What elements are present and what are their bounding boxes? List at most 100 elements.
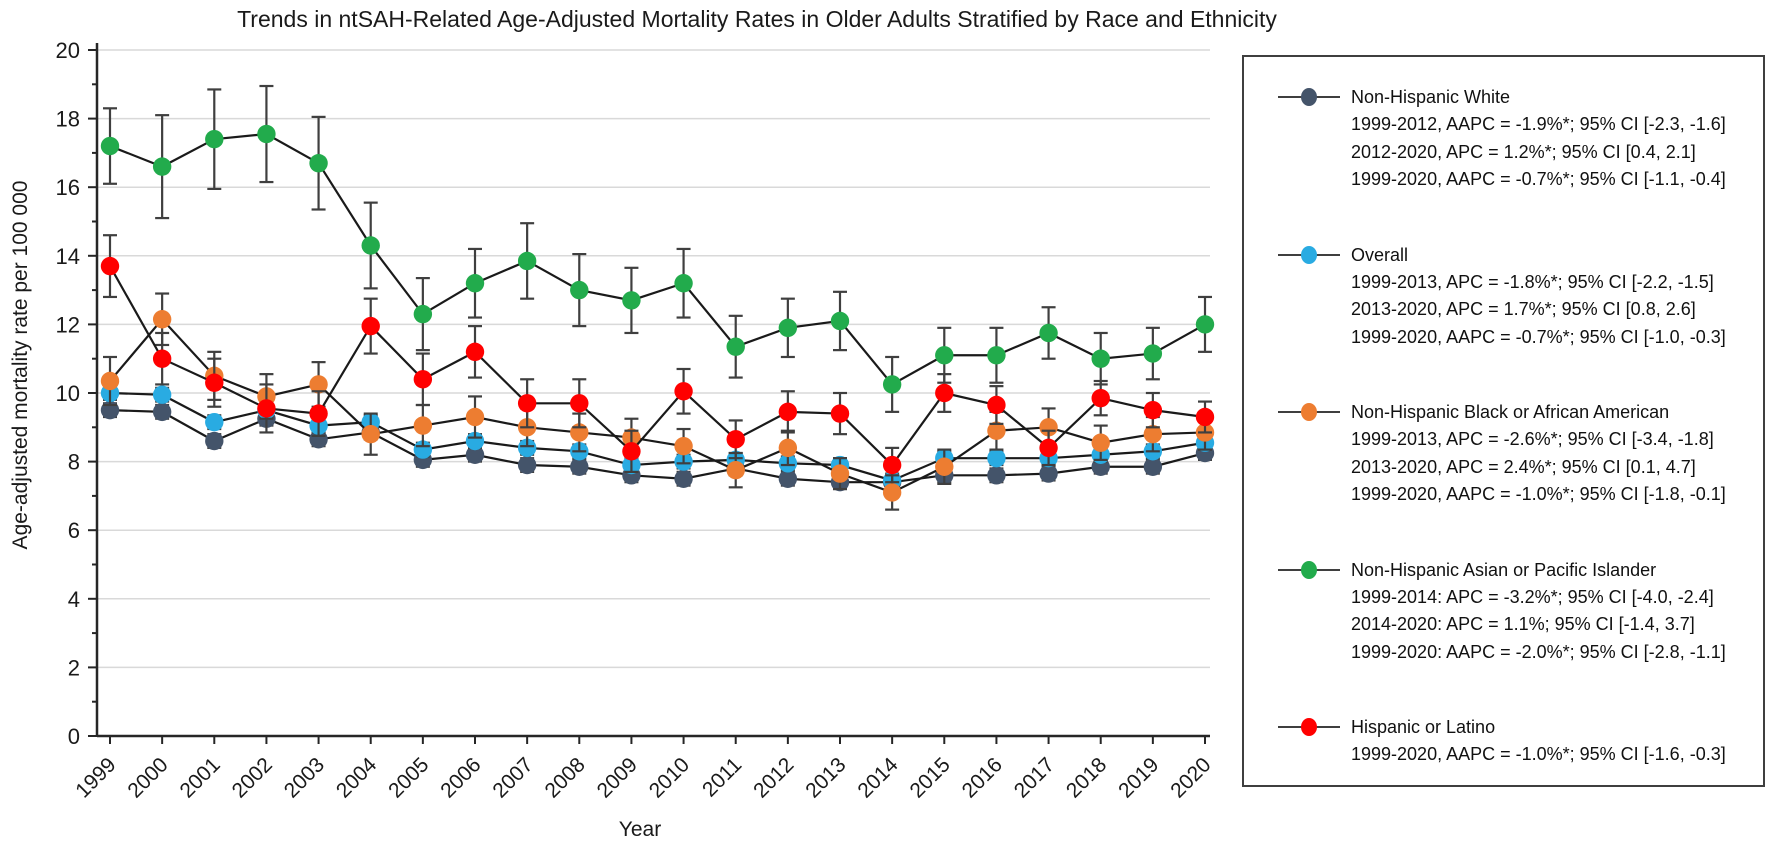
axes: [95, 43, 1210, 738]
data-point-non-hispanic-asian-or-pacific-islander: [100, 136, 120, 156]
data-point-non-hispanic-white: [674, 469, 693, 488]
data-point-non-hispanic-asian-or-pacific-islander: [935, 346, 954, 365]
legend-marker-icon: [1278, 403, 1340, 421]
data-point-non-hispanic-asian-or-pacific-islander: [152, 157, 172, 176]
legend-series-stats: 1999-2013, APC = -1.8%*; 95% CI [-2.2, -…: [1351, 269, 1753, 352]
data-point-non-hispanic-asian-or-pacific-islander: [1143, 344, 1163, 363]
legend-stat-line: 2013-2020, APC = 1.7%*; 95% CI [0.8, 2.6…: [1351, 299, 1696, 319]
legend-series-name: Non-Hispanic Asian or Pacific Islander: [1351, 559, 1657, 580]
data-point-non-hispanic-black-or-african-american: [987, 421, 1006, 440]
data-point-non-hispanic-asian-or-pacific-islander: [205, 129, 224, 149]
data-point-non-hispanic-black-or-african-american: [1091, 433, 1110, 452]
data-point-non-hispanic-asian-or-pacific-islander: [622, 291, 641, 310]
data-point-hispanic-or-latino: [1195, 407, 1215, 427]
x-tick-label: 2006: [436, 753, 485, 802]
legend-series-name: Hispanic or Latino: [1351, 717, 1496, 737]
legend-stat-line: 1999-2014: APC = -3.2%*; 95% CI [-4.0, -…: [1351, 586, 1714, 607]
x-tick-label: 2016: [958, 753, 1007, 802]
data-point-hispanic-or-latino: [1091, 388, 1110, 408]
data-point-hispanic-or-latino: [1143, 400, 1163, 420]
data-point-non-hispanic-black-or-african-american: [361, 424, 380, 444]
x-tick-label: 2000: [123, 753, 172, 802]
data-point-non-hispanic-white: [778, 469, 798, 488]
y-tick-label: 14: [56, 244, 80, 269]
data-point-non-hispanic-asian-or-pacific-islander: [309, 153, 328, 173]
legend-stat-line: 1999-2012, AAPC = -1.9%*; 95% CI [-2.3, …: [1351, 114, 1726, 134]
data-point-hispanic-or-latino: [778, 402, 798, 422]
data-point-hispanic-or-latino: [987, 395, 1006, 415]
data-point-hispanic-or-latino: [309, 404, 328, 423]
y-tick-label: 16: [56, 175, 80, 200]
data-point-hispanic-or-latino: [674, 382, 693, 401]
data-point-non-hispanic-asian-or-pacific-islander: [1195, 315, 1215, 334]
data-point-non-hispanic-white: [517, 455, 537, 475]
legend-stat-line: 1999-2020: AAPC = -2.0%*; 95% CI [-2.8, …: [1351, 641, 1726, 662]
x-tick-label: 1999: [71, 753, 120, 802]
data-point-hispanic-or-latino: [152, 349, 172, 368]
y-tick-label: 2: [68, 655, 80, 680]
data-point-hispanic-or-latino: [517, 394, 537, 413]
data-point-non-hispanic-black-or-african-american: [1039, 418, 1058, 437]
x-tick-label: 2018: [1062, 753, 1111, 802]
data-point-non-hispanic-asian-or-pacific-islander: [882, 375, 902, 394]
gridlines: [97, 49, 1210, 669]
data-point-non-hispanic-white: [465, 445, 485, 464]
data-point-overall: [205, 412, 224, 432]
x-tick-label: 2015: [906, 753, 955, 802]
y-tick-label: 20: [56, 38, 80, 63]
data-point-non-hispanic-white: [570, 457, 589, 476]
legend-entry: Hispanic or Latino 1999-2020, AAPC = -1.0…: [1278, 713, 1753, 769]
data-point-hispanic-or-latino: [1039, 438, 1058, 458]
legend-series-name: Overall: [1351, 244, 1409, 265]
data-point-overall: [152, 385, 172, 404]
data-point-non-hispanic-asian-or-pacific-islander: [1039, 323, 1058, 343]
legend-entry: Non-Hispanic White 1999-2012, AAPC = -1.9…: [1278, 83, 1753, 194]
legend-series-stats: 1999-2012, AAPC = -1.9%*; 95% CI [-2.3, …: [1351, 111, 1753, 194]
data-point-non-hispanic-asian-or-pacific-islander: [987, 346, 1006, 365]
y-tick-label: 18: [56, 107, 80, 132]
data-point-non-hispanic-asian-or-pacific-islander: [1091, 349, 1110, 368]
legend-stat-line: 2014-2020: APC = 1.1%; 95% CI [-1.4, 3.7…: [1351, 614, 1695, 634]
data-point-non-hispanic-asian-or-pacific-islander: [830, 311, 850, 331]
data-point-non-hispanic-black-or-african-american: [413, 416, 433, 435]
data-point-non-hispanic-white: [1143, 457, 1163, 476]
x-tick-label: 2004: [332, 753, 382, 803]
x-tick-label: 2014: [853, 753, 903, 803]
y-tick-label: 10: [56, 381, 80, 406]
x-tick-label: 2010: [645, 753, 694, 802]
data-point-non-hispanic-black-or-african-american: [830, 464, 850, 483]
data-point-non-hispanic-asian-or-pacific-islander: [517, 251, 537, 271]
data-point-overall: [413, 440, 433, 459]
data-point-hispanic-or-latino: [935, 383, 954, 403]
y-tick-label: 8: [68, 450, 80, 475]
data-point-non-hispanic-black-or-african-american: [778, 438, 798, 458]
data-point-hispanic-or-latino: [100, 256, 120, 276]
data-point-hispanic-or-latino: [830, 404, 850, 423]
data-point-non-hispanic-asian-or-pacific-islander: [726, 337, 745, 356]
data-point-hispanic-or-latino: [413, 370, 433, 389]
data-point-non-hispanic-asian-or-pacific-islander: [413, 304, 433, 324]
legend-stat-line: 1999-2020, AAPC = -0.7%*; 95% CI [-1.0, …: [1351, 326, 1726, 347]
legend-stat-line: 1999-2013, APC = -1.8%*; 95% CI [-2.2, -…: [1351, 271, 1714, 292]
legend-stat-line: 1999-2020, AAPC = -1.0%*; 95% CI [-1.6, …: [1351, 744, 1726, 764]
legend-marker-icon: [1278, 560, 1340, 579]
data-point-non-hispanic-asian-or-pacific-islander: [465, 274, 485, 293]
data-point-hispanic-or-latino: [570, 394, 589, 413]
data-point-non-hispanic-asian-or-pacific-islander: [570, 280, 589, 300]
x-tick-label: 2009: [593, 753, 642, 802]
x-tick-label: 2017: [1010, 753, 1059, 802]
data-point-non-hispanic-black-or-african-american: [1143, 424, 1163, 444]
chart-legend: Non-Hispanic White 1999-2012, AAPC = -1.9…: [1242, 55, 1765, 787]
x-tick-label: 2012: [749, 753, 798, 802]
data-point-overall: [517, 438, 537, 458]
legend-entry: Non-Hispanic Black or African American 19…: [1278, 398, 1753, 509]
legend-stat-line: 1999-2013, APC = -2.6%*; 95% CI [-3.4, -…: [1351, 429, 1714, 449]
legend-stat-line: 1999-2020, AAPC = -0.7%*; 95% CI [-1.1, …: [1351, 169, 1726, 189]
x-axis-ticks: 1999 2000 2001 2002 2003 2004 2005 2006 2007 2008…: [71, 736, 1216, 803]
data-point-hispanic-or-latino: [882, 455, 902, 475]
data-point-non-hispanic-white: [152, 402, 172, 422]
data-point-non-hispanic-black-or-african-american: [726, 460, 745, 480]
y-axis-ticks: 0 2 4 6 8 10 12 14 16 18 20: [56, 38, 97, 749]
